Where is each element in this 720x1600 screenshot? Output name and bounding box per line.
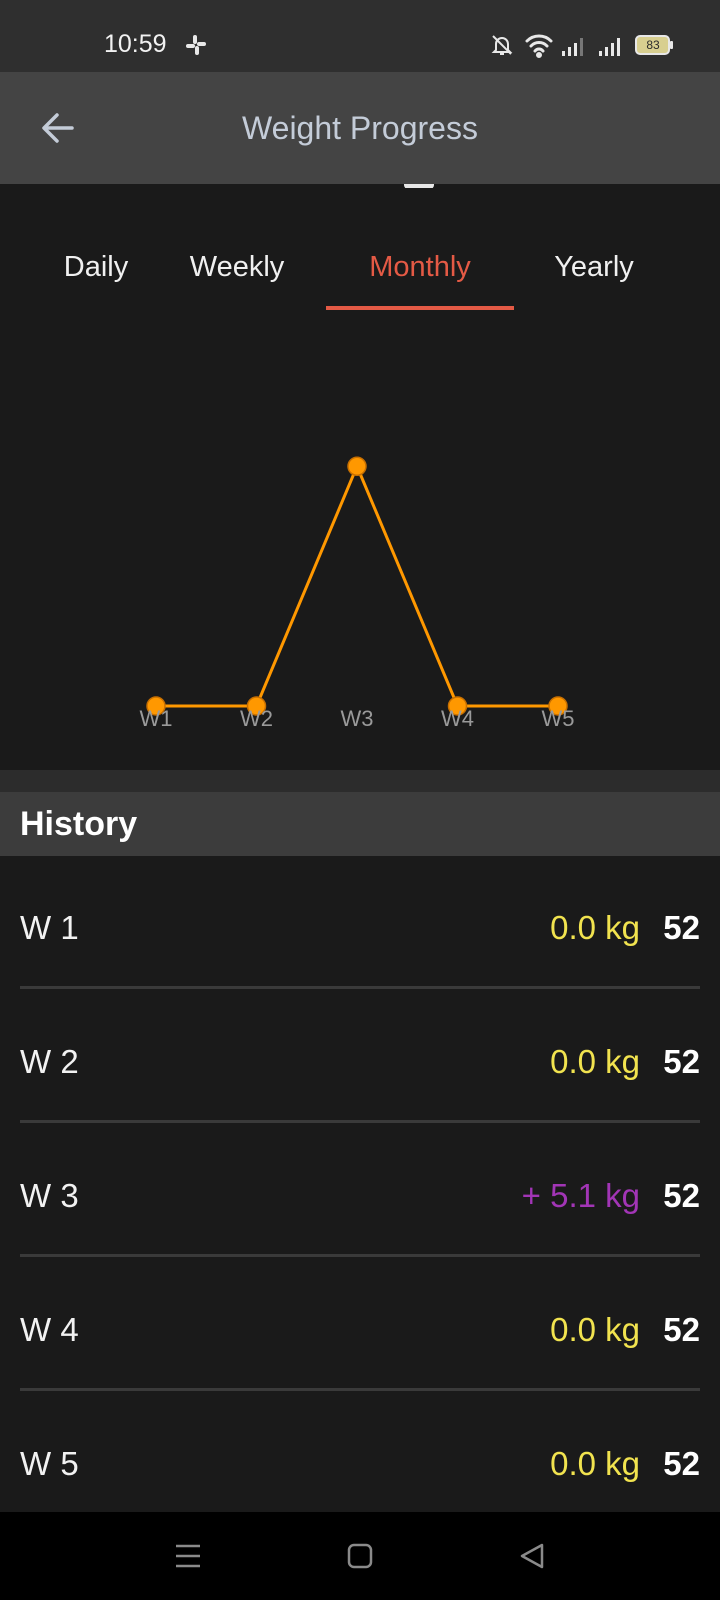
tab-weekly[interactable]: Weekly: [189, 251, 285, 283]
back-triangle-icon: [520, 1543, 544, 1569]
history-row: W 4 0.0 kg 52: [0, 1258, 720, 1392]
row-label: W 4: [20, 1311, 79, 1348]
history-row: W 2 0.0 kg 52: [0, 990, 720, 1124]
back-button[interactable]: [30, 100, 86, 156]
signal-icon: [599, 38, 620, 56]
row-change: 0.0 kg: [550, 1043, 640, 1080]
bell-off-icon: [491, 35, 513, 55]
x-tick-label: W4: [441, 706, 474, 731]
history-row: W 1 0.0 kg 52: [0, 856, 720, 990]
x-tick-label: W3: [341, 706, 374, 731]
battery-level: 83: [646, 38, 660, 52]
row-change: + 5.1 kg: [521, 1177, 640, 1214]
chart-point[interactable]: [447, 696, 468, 716]
chart-point[interactable]: [146, 696, 166, 716]
tab-daily[interactable]: Daily: [63, 251, 129, 283]
row-label: W 5: [20, 1445, 79, 1482]
chart-point[interactable]: [347, 456, 367, 477]
chart-series-line: [156, 462, 558, 708]
weight-chart: W1 W2 W3 W4 W5: [140, 456, 575, 731]
history-list: W 1 0.0 kg 52 W 2 0.0 kg 52 W 3 + 5.1 kg…: [0, 856, 720, 1526]
tab-yearly[interactable]: Yearly: [554, 251, 634, 283]
row-change: 0.0 kg: [550, 1445, 640, 1482]
row-divider: [20, 986, 700, 989]
wifi-icon: [525, 34, 553, 58]
row-label: W 2: [20, 1043, 79, 1080]
back-nav-button[interactable]: [510, 1534, 554, 1578]
row-weight: 52: [663, 1177, 700, 1214]
row-change: 0.0 kg: [550, 1311, 640, 1348]
system-nav-bar: [0, 1512, 720, 1600]
page-title: Weight Progress: [242, 110, 478, 146]
status-bar: 10:59: [0, 0, 720, 72]
signal-icon: [562, 38, 583, 56]
row-divider: [20, 1388, 700, 1391]
row-change: 0.0 kg: [550, 909, 640, 946]
recents-button[interactable]: [166, 1534, 210, 1578]
battery-icon: [635, 35, 673, 55]
row-divider: [20, 1120, 700, 1123]
x-tick-label: W2: [240, 706, 273, 731]
home-button[interactable]: [338, 1534, 382, 1578]
app-bar: Weight Progress: [0, 72, 720, 184]
status-time: 10:59: [104, 30, 167, 58]
home-square-icon: [347, 1543, 373, 1569]
tab-indicator: [326, 306, 514, 310]
history-title: History: [20, 805, 138, 843]
history-row: W 3 + 5.1 kg 52: [0, 1124, 720, 1258]
arrow-left-icon: [42, 113, 74, 143]
history-row: W 5 0.0 kg 52: [0, 1392, 720, 1526]
menu-icon: [176, 1544, 200, 1568]
row-weight: 52: [663, 1043, 700, 1080]
slack-icon: [186, 35, 206, 55]
x-tick-label: W5: [542, 706, 575, 731]
period-tabs: Daily Weekly Monthly Yearly: [0, 232, 720, 312]
row-weight: 52: [663, 1445, 700, 1482]
tab-monthly[interactable]: Monthly: [369, 251, 471, 283]
chart-point[interactable]: [548, 696, 568, 716]
chart-point[interactable]: [246, 696, 267, 716]
x-tick-label: W1: [140, 706, 173, 731]
row-divider: [20, 1254, 700, 1257]
section-divider: [0, 770, 720, 792]
row-label: W 3: [20, 1177, 79, 1214]
row-weight: 52: [663, 1311, 700, 1348]
row-weight: 52: [663, 909, 700, 946]
row-label: W 1: [20, 909, 79, 946]
history-header: History: [0, 792, 720, 856]
